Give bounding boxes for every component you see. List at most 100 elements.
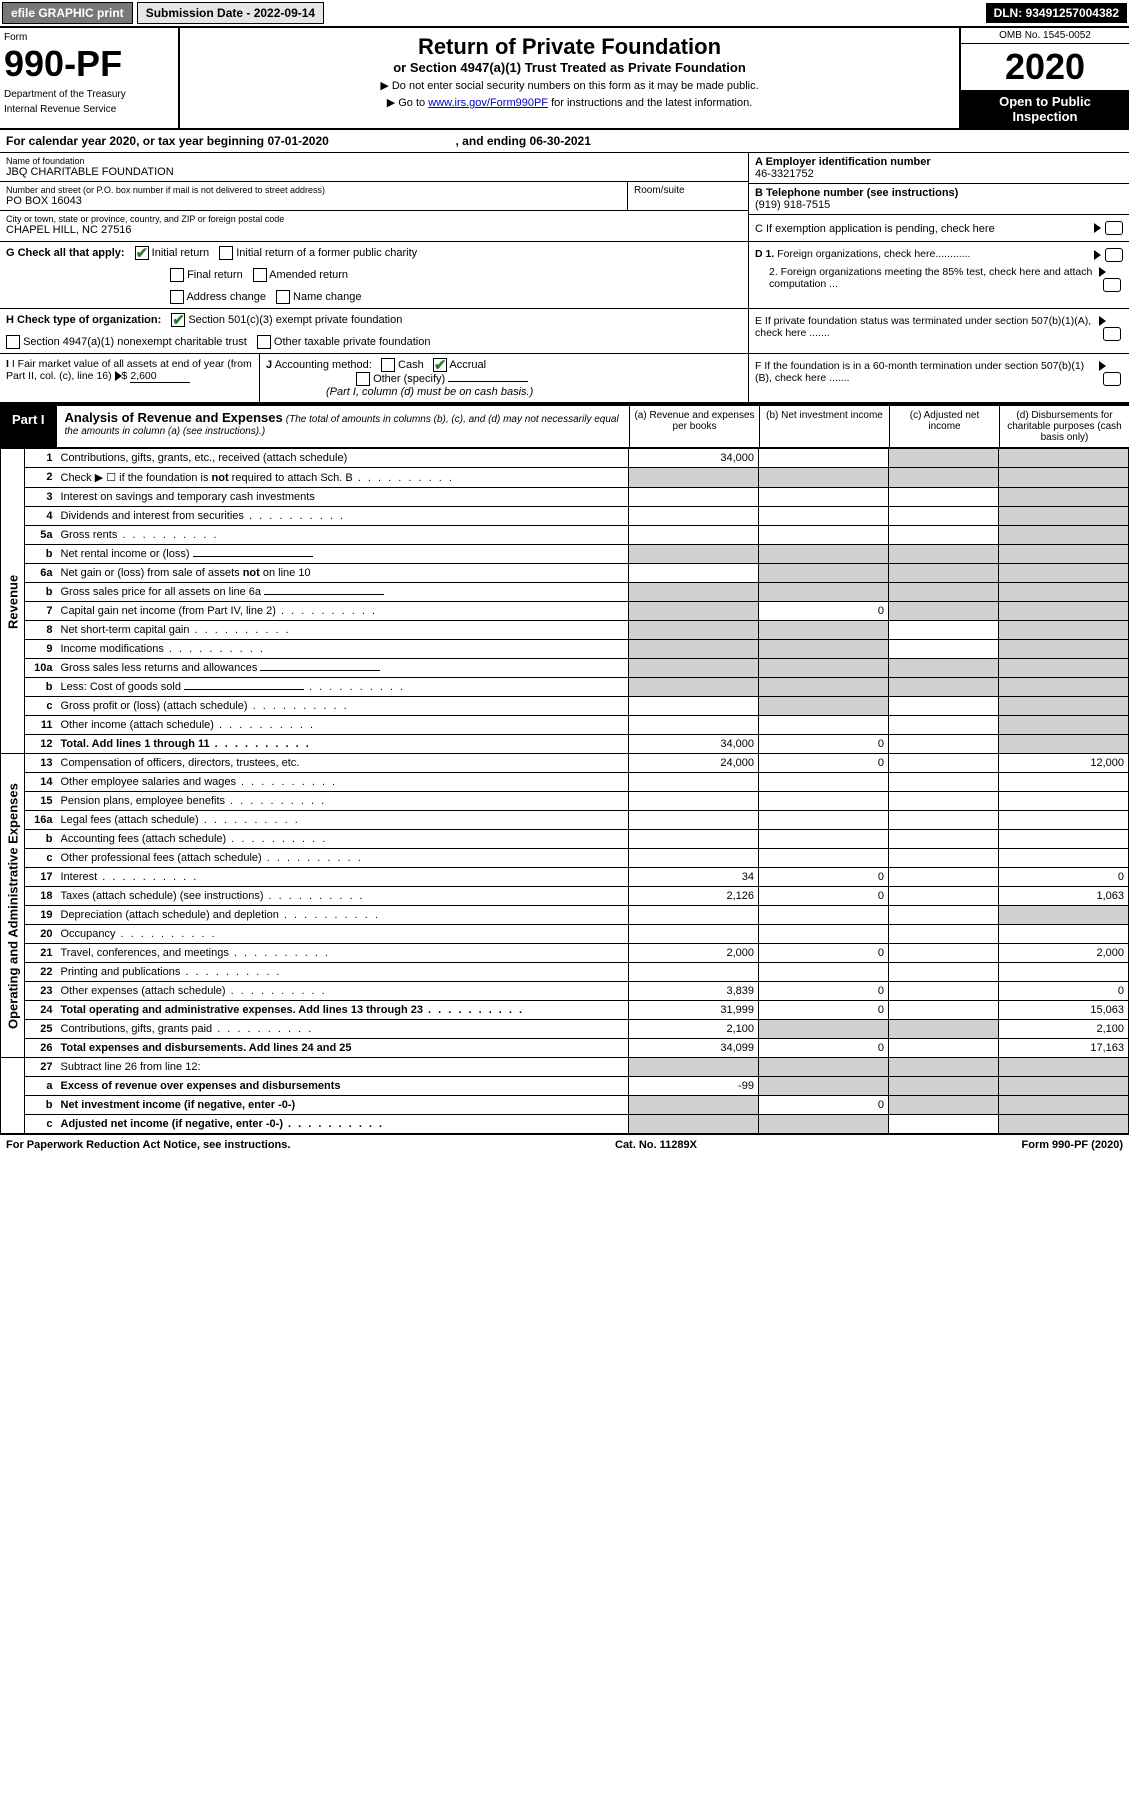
efile-btn[interactable]: efile GRAPHIC print (2, 2, 133, 24)
table-row: bLess: Cost of goods sold (1, 678, 1129, 697)
top-bar: efile GRAPHIC print Submission Date - 20… (0, 0, 1129, 26)
table-row: 22Printing and publications (1, 963, 1129, 982)
g-name-checkbox[interactable] (276, 290, 290, 304)
section-h-e: H Check type of organization: Section 50… (0, 309, 1129, 354)
g-amended-checkbox[interactable] (253, 268, 267, 282)
table-row: 18Taxes (attach schedule) (see instructi… (1, 887, 1129, 906)
j-note: (Part I, column (d) must be on cash basi… (266, 386, 742, 398)
h-other-checkbox[interactable] (257, 335, 271, 349)
part1-desc: Analysis of Revenue and Expenses (The to… (57, 406, 629, 447)
j-accrual-checkbox[interactable] (433, 358, 447, 372)
j-opt-0: Cash (398, 359, 424, 371)
cell (889, 526, 999, 545)
d1-checkbox[interactable] (1105, 248, 1123, 262)
cell (759, 792, 889, 811)
row-num: 14 (25, 773, 57, 792)
table-row: cAdjusted net income (if negative, enter… (1, 1115, 1129, 1134)
city-value: CHAPEL HILL, NC 27516 (6, 224, 742, 236)
cell (629, 564, 759, 583)
revenue-sidebar: Revenue (1, 449, 25, 754)
cell (629, 811, 759, 830)
j-other-checkbox[interactable] (356, 372, 370, 386)
omb-number: OMB No. 1545-0052 (961, 28, 1129, 44)
cell (999, 678, 1129, 697)
table-row: 7Capital gain net income (from Part IV, … (1, 602, 1129, 621)
cell: 0 (759, 1001, 889, 1020)
g-address-checkbox[interactable] (170, 290, 184, 304)
cell (999, 602, 1129, 621)
cell (759, 640, 889, 659)
h-label: H Check type of organization: (6, 314, 161, 326)
cell (759, 1077, 889, 1096)
c-checkbox[interactable] (1105, 221, 1123, 235)
f-checkbox[interactable] (1103, 372, 1121, 386)
row-desc: Interest (57, 868, 629, 887)
name-label: Name of foundation (6, 156, 742, 166)
g-opt-4: Address change (186, 291, 266, 303)
tax-year: 2020 (961, 44, 1129, 90)
h-4947-checkbox[interactable] (6, 335, 20, 349)
d2-checkbox[interactable] (1103, 278, 1121, 292)
row-num: b (25, 583, 57, 602)
arrow-icon (1094, 223, 1101, 233)
form-title: Return of Private Foundation (186, 34, 953, 60)
cell: -99 (629, 1077, 759, 1096)
cell (759, 678, 889, 697)
g-final-checkbox[interactable] (170, 268, 184, 282)
cell (629, 925, 759, 944)
cell: 2,100 (999, 1020, 1129, 1039)
cell (999, 449, 1129, 468)
cell (889, 697, 999, 716)
row-desc: Accounting fees (attach schedule) (57, 830, 629, 849)
row-desc: Contributions, gifts, grants, etc., rece… (57, 449, 629, 468)
row-num: 25 (25, 1020, 57, 1039)
cell (889, 507, 999, 526)
cell: 17,163 (999, 1039, 1129, 1058)
row-desc: Dividends and interest from securities (57, 507, 629, 526)
cell (759, 659, 889, 678)
cell: 0 (999, 868, 1129, 887)
g-initial-former-checkbox[interactable] (219, 246, 233, 260)
cell (999, 1077, 1129, 1096)
row-desc: Total operating and administrative expen… (57, 1001, 629, 1020)
row-num: 19 (25, 906, 57, 925)
cell (759, 1058, 889, 1077)
row-num: c (25, 697, 57, 716)
row-num: 4 (25, 507, 57, 526)
cell (759, 449, 889, 468)
cell (889, 659, 999, 678)
j-cash-checkbox[interactable] (381, 358, 395, 372)
h-501c3-checkbox[interactable] (171, 313, 185, 327)
cell: 0 (759, 735, 889, 754)
instr-link[interactable]: www.irs.gov/Form990PF (428, 97, 548, 109)
cell: 0 (759, 1096, 889, 1115)
row-desc: Income modifications (57, 640, 629, 659)
cell (999, 488, 1129, 507)
cell (759, 849, 889, 868)
e-checkbox[interactable] (1103, 327, 1121, 341)
cell (889, 906, 999, 925)
i-label: I Fair market value of all assets at end… (6, 358, 252, 382)
g-initial-checkbox[interactable] (135, 246, 149, 260)
table-row: bNet investment income (if negative, ent… (1, 1096, 1129, 1115)
cell (999, 716, 1129, 735)
cell (629, 773, 759, 792)
dept-treasury: Department of the Treasury (4, 89, 174, 100)
addr-label: Number and street (or P.O. box number if… (6, 185, 621, 195)
cell (629, 830, 759, 849)
cell (629, 1115, 759, 1134)
cell: 0 (759, 754, 889, 773)
table-row: 5aGross rents (1, 526, 1129, 545)
c-label: C If exemption application is pending, c… (755, 223, 995, 235)
row-desc: Subtract line 26 from line 12: (57, 1058, 629, 1077)
row-desc: Interest on savings and temporary cash i… (57, 488, 629, 507)
arrow-icon (115, 371, 122, 381)
row-desc: Gross rents (57, 526, 629, 545)
cell (999, 906, 1129, 925)
cell: 15,063 (999, 1001, 1129, 1020)
row-desc: Depreciation (attach schedule) and deple… (57, 906, 629, 925)
cell (629, 526, 759, 545)
cell (629, 507, 759, 526)
cell (889, 621, 999, 640)
cell (889, 754, 999, 773)
